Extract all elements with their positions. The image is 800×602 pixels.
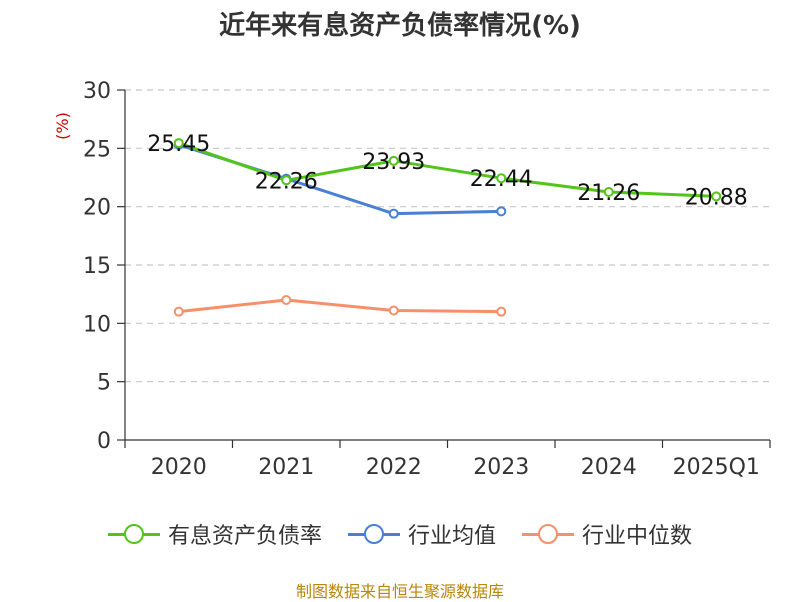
data-label: 22.26 xyxy=(255,169,318,194)
legend-label: 行业均值 xyxy=(407,524,496,549)
legend-label: 行业中位数 xyxy=(582,524,693,549)
series-line xyxy=(178,298,502,314)
series-layer xyxy=(173,138,722,317)
data-label: 21.26 xyxy=(577,181,640,206)
legend-item[interactable]: 有息资产负债率 xyxy=(107,518,322,550)
grid-lines xyxy=(125,89,770,383)
data-point xyxy=(388,305,399,316)
legend-swatch xyxy=(107,524,160,544)
y-tick-label: 15 xyxy=(83,254,111,279)
axes: 0 5 10 15 20 25 30 2020 2021 2022 2023 2024 2025Q1 xyxy=(83,79,771,480)
legend-swatch xyxy=(522,524,574,544)
legend-item[interactable]: 行业中位数 xyxy=(522,518,692,550)
data-label: 23.93 xyxy=(362,150,425,175)
y-tick-label: 30 xyxy=(83,79,111,104)
data-point xyxy=(173,138,184,149)
data-label: 25.45 xyxy=(147,132,210,157)
legend: 有息资产负债率 行业均值 行业中位数 xyxy=(0,518,800,550)
data-point xyxy=(173,306,184,317)
data-point xyxy=(603,186,614,197)
data-point xyxy=(388,155,399,166)
chart-title: 近年来有息资产负债率情况(%) xyxy=(219,11,581,41)
x-tick-label: 2020 xyxy=(151,455,207,480)
x-tick-label: 2024 xyxy=(581,455,637,480)
x-tick-label: 2022 xyxy=(366,455,422,480)
data-point xyxy=(281,295,292,305)
y-axis-label: (%) xyxy=(53,112,72,140)
data-point xyxy=(388,208,399,219)
data-label: 20.88 xyxy=(685,185,748,210)
y-tick-label: 0 xyxy=(97,429,111,454)
source-footer: 制图数据来自恒生聚源数据库 xyxy=(295,582,504,601)
y-tick-label: 25 xyxy=(83,137,111,162)
data-point xyxy=(281,175,292,186)
x-tick-label: 2021 xyxy=(258,455,314,480)
data-label: 22.44 xyxy=(470,167,533,192)
data-point xyxy=(496,206,507,217)
data-point xyxy=(496,173,507,184)
series-line xyxy=(178,141,717,198)
line-chart: 0 5 10 15 20 25 30 2020 2021 2022 2023 2024 2025Q1 (… xyxy=(53,79,771,480)
series-line xyxy=(178,143,502,216)
x-tick-label: 2023 xyxy=(473,455,529,480)
legend-label: 有息资产负债率 xyxy=(167,524,322,549)
y-tick-label: 5 xyxy=(97,371,111,396)
legend-item[interactable]: 行业均值 xyxy=(347,518,496,550)
data-labels-layer: 25.45 22.26 23.93 22.44 21.26 20.88 xyxy=(147,132,747,210)
data-point xyxy=(496,306,507,317)
y-tick-label: 20 xyxy=(83,196,111,221)
data-point xyxy=(711,191,722,202)
x-tick-label: 2025Q1 xyxy=(673,455,760,480)
y-tick-label: 10 xyxy=(83,312,111,337)
legend-swatch xyxy=(347,524,400,544)
